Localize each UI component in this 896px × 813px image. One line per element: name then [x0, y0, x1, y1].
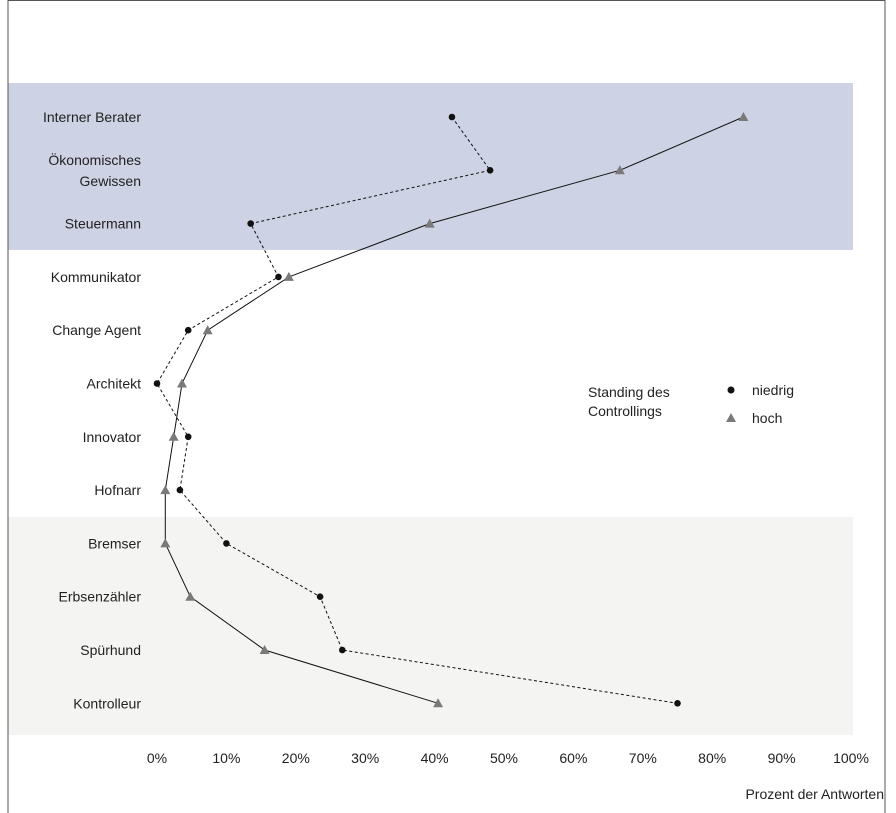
marker-hoch-hofnarr: [160, 485, 171, 495]
marker-niedrig-bremser: [223, 540, 230, 547]
marker-niedrig-spuerhund: [338, 646, 346, 654]
category-label-change-agent: Change Agent: [52, 322, 141, 338]
x-tick-label-2: 20%: [282, 750, 310, 766]
category-label-oekonomisches-gewissen-line-2: Gewissen: [80, 173, 141, 189]
legend-title-line-2: Controllings: [588, 403, 662, 419]
x-tick-label-4: 40%: [421, 750, 449, 766]
marker-niedrig-kontrolleur: [674, 700, 681, 707]
category-label-spuerhund: Spürhund: [80, 642, 141, 658]
marker-hoch-oekonomisches-gewissen: [614, 165, 625, 175]
category-label-kontrolleur: Kontrolleur: [73, 695, 141, 711]
category-label-architekt: Architekt: [87, 376, 142, 392]
category-label-bremser: Bremser: [88, 535, 141, 551]
category-label-erbsenzaehler: Erbsenzähler: [59, 589, 142, 605]
series-lines: [156, 116, 744, 704]
x-tick-label-3: 30%: [351, 750, 379, 766]
marker-hoch-kommunikator: [283, 271, 294, 281]
x-tick-label-10: 100%: [833, 750, 869, 766]
marker-niedrig-erbsenzaehler: [316, 593, 324, 600]
marker-hoch-spuerhund: [259, 645, 270, 654]
category-bands: [8, 83, 853, 735]
x-axis-title: Prozent der Antworten: [745, 786, 884, 802]
x-tick-label-9: 90%: [768, 750, 796, 766]
marker-hoch-kontrolleur: [433, 698, 444, 708]
x-axis-tick-labels: 0% 10% 20% 30% 40% 50% 60% 70% 80% 90% 100%: [147, 750, 869, 766]
legend-label-niedrig: niedrig: [752, 382, 794, 398]
marker-hoch-steuermann: [424, 218, 435, 228]
category-label-interner-berater: Interner Berater: [43, 109, 141, 125]
marker-hoch-architekt: [176, 378, 187, 388]
legend-marker-hoch: [726, 413, 736, 422]
x-tick-label-6: 60%: [559, 750, 587, 766]
marker-niedrig-steuermann: [247, 220, 254, 227]
legend-label-hoch: hoch: [752, 410, 782, 426]
series-line-hoch: [164, 116, 744, 704]
x-tick-label-5: 50%: [490, 750, 518, 766]
chart-frame: [7, 0, 886, 813]
legend-title-line-1: Standing des: [588, 384, 670, 400]
x-tick-label-7: 70%: [629, 750, 657, 766]
category-label-steuermann: Steuermann: [65, 216, 141, 232]
marker-niedrig-hofnarr: [176, 486, 184, 494]
marker-niedrig-change-agent: [184, 326, 192, 334]
marker-hoch-bremser: [160, 538, 171, 548]
legend: Standing des Controllings niedrig hoch: [588, 382, 794, 426]
x-tick-label-8: 80%: [698, 750, 726, 766]
marker-niedrig-architekt: [153, 380, 161, 387]
marker-hoch-erbsenzaehler: [185, 591, 196, 601]
marker-niedrig-oekonomisches-gewissen: [486, 167, 494, 174]
category-label-kommunikator: Kommunikator: [51, 269, 142, 285]
marker-hoch-interner-berater: [738, 112, 749, 121]
x-tick-label-0: 0%: [147, 750, 167, 766]
category-label-innovator: Innovator: [83, 429, 142, 445]
legend-marker-niedrig: [727, 386, 735, 394]
marker-hoch-innovator: [168, 431, 179, 441]
category-labels: Interner Berater Ökonomisches Gewissen Steu…: [43, 109, 141, 711]
marker-niedrig-innovator: [184, 433, 192, 441]
series-markers: [153, 112, 749, 708]
x-tick-label-1: 10%: [212, 750, 240, 766]
category-label-hofnarr: Hofnarr: [94, 482, 141, 498]
marker-niedrig-interner-berater: [448, 113, 456, 121]
series-line-niedrig: [156, 116, 678, 704]
band-2: [8, 517, 853, 735]
marker-hoch-change-agent: [202, 325, 213, 335]
marker-niedrig-kommunikator: [275, 273, 282, 281]
category-label-oekonomisches-gewissen-line-1: Ökonomisches: [48, 151, 141, 168]
